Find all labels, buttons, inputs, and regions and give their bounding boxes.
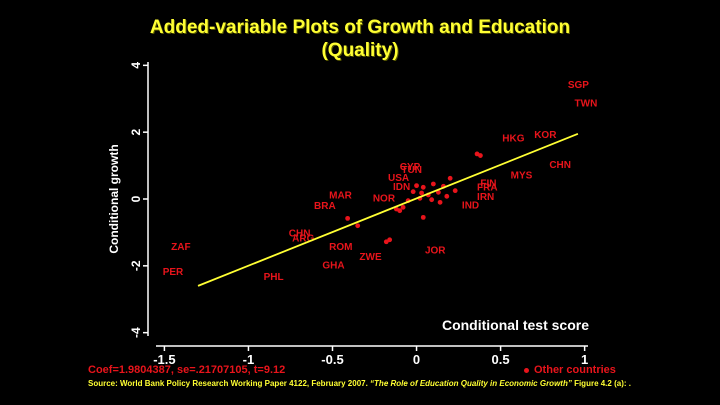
legend-label: Other countries [534,364,616,376]
source-suffix: Figure 4.2 (a): . [571,379,631,388]
data-point-rom: ROM [329,242,352,253]
x-tick-label: -1.5 [153,352,175,367]
data-point-other [437,199,443,205]
data-point-hkg: HKG [502,133,524,144]
data-point-other [414,183,419,189]
y-tick-label: 4 [129,62,143,69]
data-point-usa: USA [388,173,409,184]
data-point-sgp: SGP [568,80,589,91]
data-point-other [397,208,403,214]
data-point-tun: TUN [401,165,422,176]
data-point-other [345,215,351,221]
data-point-other [420,214,426,220]
data-point-chn: CHN [549,160,571,171]
y-tick-label: 2 [129,129,143,136]
data-point-per: PER [163,267,184,278]
x-axis-label: Conditional test score [442,317,589,333]
data-point-kor: KOR [534,130,557,141]
x-tick-label: 1 [581,352,588,367]
legend: Other countries [524,364,616,376]
data-point-twn: TWN [575,98,598,109]
data-point-ind: IND [462,200,479,211]
y-tick-label: -4 [129,327,143,338]
data-point-chn: CHN [289,229,311,240]
data-point-gha: GHA [322,260,344,271]
data-point-other [447,175,453,181]
data-point-zwe: ZWE [359,252,382,263]
data-point-other [452,188,458,194]
data-point-arg: ARG [292,234,314,245]
data-point-mar: MAR [329,190,353,201]
data-point-other [478,153,483,158]
data-point-irn: IRN [477,192,494,203]
source-citation: Source: World Bank Policy Research Worki… [88,378,648,389]
data-point-other [429,197,435,203]
data-point-idn: IDN [393,182,410,193]
fit-line [197,133,579,287]
x-tick-label: 0.5 [492,352,510,367]
data-point-other [420,184,426,190]
chart-title-line1: Added-variable Plots of Growth and Educa… [149,17,571,38]
data-point-other [410,189,416,195]
data-point-nor: NOR [373,194,396,205]
data-point-jor: JOR [425,245,446,256]
y-axis-label: Conditional growth [107,144,121,253]
source-title: “The Role of Education Quality in Econom… [370,379,572,388]
x-tick-label: -0.5 [321,352,343,367]
data-point-cyp: CYP [400,162,421,173]
data-point-bra: BRA [314,201,336,212]
data-point-other [355,223,361,229]
data-point-other [444,193,450,199]
chart-title-line2: (Quality) [321,40,399,61]
data-point-mys: MYS [511,170,533,181]
legend-marker [524,367,529,373]
data-point-other [430,181,436,187]
data-point-fra: FRA [477,183,498,194]
y-tick-label: -2 [129,260,143,271]
data-point-other [419,190,424,196]
x-tick-label: 0 [413,352,420,367]
regression-stats: Coef=1.9804387, se=.21707105, t=9.12 [88,364,286,376]
data-point-fin: FIN [480,179,496,190]
x-tick-label: -1 [243,352,255,367]
data-point-other [400,204,406,210]
data-point-other [387,237,393,243]
data-point-zaf: ZAF [171,242,190,253]
y-tick-label: 0 [129,195,143,202]
data-point-phl: PHL [264,272,284,283]
chart-title: Added-variable Plots of Growth and Educa… [0,16,720,62]
source-prefix: Source: World Bank Policy Research Worki… [88,379,371,388]
